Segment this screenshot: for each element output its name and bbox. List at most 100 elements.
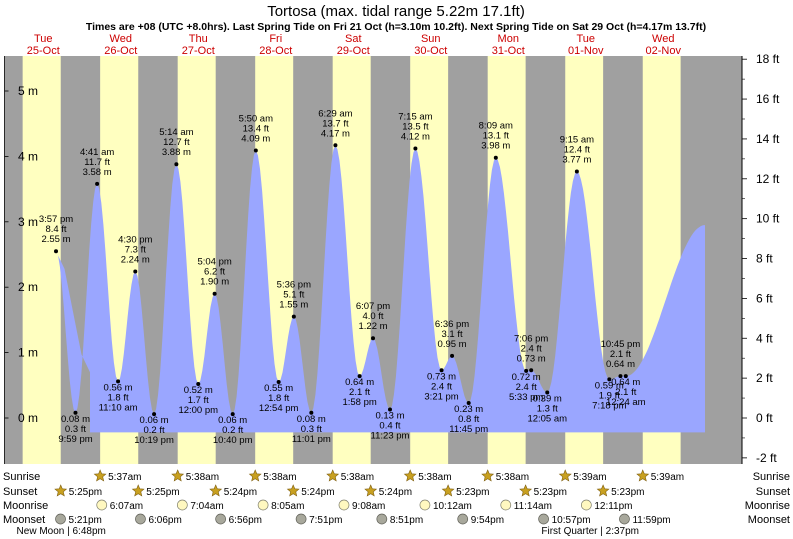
moon-icon <box>176 499 188 511</box>
moonset-time: 7:51pm <box>309 515 342 526</box>
tide-point <box>253 148 258 153</box>
left-tick-label: 4 m <box>18 149 38 163</box>
sun-icon <box>596 484 610 497</box>
moonrise-time: 6:07am <box>110 501 143 512</box>
tide-point <box>607 377 612 382</box>
tide-label: 5:50 am <box>239 114 273 125</box>
tide-point <box>413 146 418 151</box>
tide-point <box>95 181 100 186</box>
moon-icon <box>55 513 66 525</box>
day-date-label: 02-Nov <box>646 45 682 57</box>
sun-icon <box>441 484 455 497</box>
tide-label: 0.08 m <box>297 414 326 425</box>
tide-label: 0.06 m <box>218 415 247 426</box>
tide-point <box>623 374 628 379</box>
tide-label: 1.3 ft <box>537 403 558 414</box>
day-date-label: 26-Oct <box>104 45 137 57</box>
tide-point <box>466 400 471 405</box>
moonset-time: 6:56pm <box>229 515 262 526</box>
tide-label: 12:00 pm <box>178 405 218 416</box>
tide-point <box>493 155 498 160</box>
tide-label: 10:19 pm <box>134 435 174 446</box>
sunset-time: 5:25pm <box>69 487 102 498</box>
tide-label: 10:45 pm <box>601 339 641 350</box>
tide-label: 4.0 ft <box>362 311 383 322</box>
day-weekday-label: Wed <box>652 33 674 45</box>
right-tick-label: 10 ft <box>756 212 780 226</box>
moonset-time: 9:54pm <box>471 515 504 526</box>
day-weekday-label: Sun <box>421 33 441 45</box>
tide-point <box>73 410 78 415</box>
tide-point <box>276 380 281 385</box>
row-label-left: Moonrise <box>3 500 48 512</box>
tide-label: 11:01 pm <box>292 434 331 445</box>
tide-label: 11:23 pm <box>371 430 410 441</box>
moon-icon <box>457 513 469 525</box>
tide-label: 1.90 m <box>200 277 229 288</box>
moon-phase-label: First Quarter | 2:37pm <box>541 526 639 537</box>
moon-icon <box>295 513 307 525</box>
sun-icon <box>171 469 185 482</box>
tide-label: 2.24 m <box>121 255 150 266</box>
sunrise-time: 5:38am <box>186 472 219 483</box>
moon-icon <box>419 499 431 511</box>
moon-icon <box>580 499 592 511</box>
tide-label: 5.1 ft <box>283 290 304 301</box>
tide-label: 0.2 ft <box>222 425 243 436</box>
tide-label: 3.58 m <box>83 167 112 178</box>
tide-label: 0.64 m <box>611 377 640 388</box>
moonrise-time: 8:05am <box>271 501 304 512</box>
tide-label: 13.5 ft <box>402 122 429 133</box>
sun-icon <box>131 484 145 497</box>
tide-label: 4.09 m <box>241 134 270 145</box>
tide-label: 0.59 m <box>595 380 624 391</box>
tide-label: 11:45 pm <box>449 424 488 435</box>
sunset-time: 5:24pm <box>379 487 412 498</box>
row-label-right: Moonrise <box>745 500 790 512</box>
tide-label: 3.77 m <box>562 154 591 165</box>
tide-label: 7:18 pm <box>592 400 626 411</box>
right-tick-label: 18 ft <box>756 52 780 66</box>
sun-icon <box>636 469 650 482</box>
tide-label: 0.2 ft <box>144 425 165 436</box>
tide-label: 1.8 ft <box>108 392 129 403</box>
tide-label: 6:36 pm <box>435 319 469 330</box>
sun-icon <box>481 469 495 482</box>
sunset-time: 5:23pm <box>611 487 644 498</box>
tide-point <box>133 269 138 274</box>
ephemeris-rows: Sunrise Sunrise Sunset Sunset Moonrise Moonri… <box>3 469 790 537</box>
tide-point <box>357 374 362 379</box>
tide-label: 0.08 m <box>61 414 90 425</box>
sunset-time: 5:23pm <box>534 487 567 498</box>
tide-label: 9:15 am <box>560 134 594 145</box>
tide-point <box>371 336 376 341</box>
tide-point <box>116 379 121 384</box>
tide-point <box>152 412 157 417</box>
moon-phase-label: New Moon | 6:48pm <box>17 526 106 537</box>
right-tick-label: -2 ft <box>756 451 777 465</box>
day-date-label: 01-Nov <box>568 45 604 57</box>
moon-icon <box>257 499 269 511</box>
right-axis-area <box>742 56 793 464</box>
tide-label: 1.8 ft <box>268 393 289 404</box>
row-label-left: Moonset <box>3 514 45 526</box>
tide-point <box>618 374 623 379</box>
chart-title: Tortosa (max. tidal range 5.22m 17.1ft) <box>267 3 525 20</box>
tide-point <box>333 143 338 148</box>
tide-label: 0.13 m <box>375 410 404 421</box>
right-tick-label: 12 ft <box>756 172 780 186</box>
tide-point <box>524 368 529 373</box>
tide-label: 0.73 m <box>517 353 546 364</box>
tide-label: 13.7 ft <box>322 118 349 129</box>
row-label-right: Sunrise <box>753 471 790 483</box>
tide-label: 11:10 am <box>99 402 138 413</box>
sunrise-time: 5:39am <box>573 472 606 483</box>
tide-label: 0.23 m <box>454 404 483 415</box>
tide-point <box>529 368 534 373</box>
tide-point <box>439 368 444 373</box>
sunset-time: 5:25pm <box>146 487 179 498</box>
moon-icon <box>135 513 146 525</box>
moonrise-time: 9:08am <box>352 501 385 512</box>
tide-label: 5:04 pm <box>197 257 231 268</box>
chart-axes: 0 m 1 m 2 m 3 m 4 m 5 m -2 ft 0 ft 2 ft 4 ft 6 ft 8… <box>4 52 793 465</box>
